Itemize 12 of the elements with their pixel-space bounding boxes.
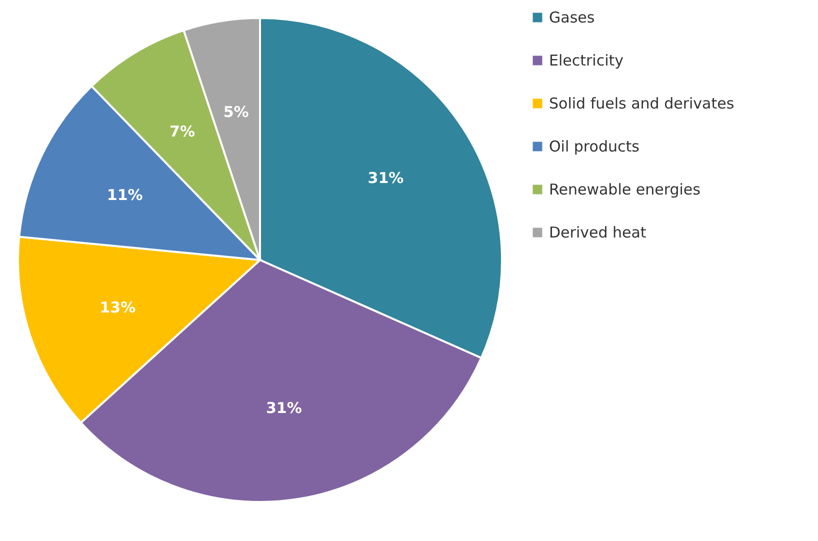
legend-label: Electricity: [549, 52, 624, 70]
data-label: 5%: [223, 102, 249, 121]
legend-label: Derived heat: [549, 224, 646, 242]
data-label: 11%: [106, 186, 143, 204]
legend-label: Renewable energies: [549, 180, 701, 198]
legend-label: Oil products: [549, 138, 640, 156]
legend-label: Gases: [549, 8, 595, 26]
data-label: 31%: [368, 169, 404, 188]
data-label: 7%: [170, 122, 195, 141]
data-label: 31%: [266, 399, 302, 418]
legend-label: Solid fuels and derivates: [549, 94, 734, 112]
data-label: 13%: [100, 298, 136, 316]
